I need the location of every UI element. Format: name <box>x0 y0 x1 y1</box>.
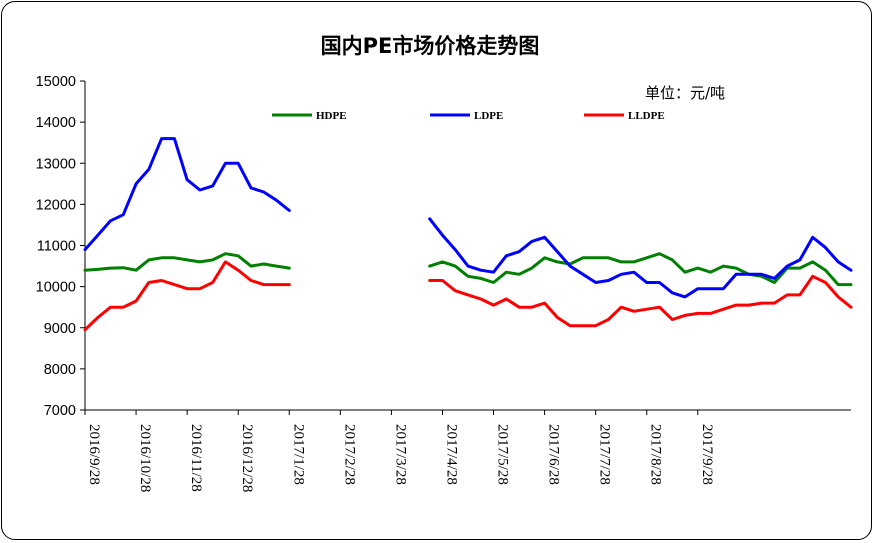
y-tick-label: 9000 <box>44 321 76 337</box>
legend-label-hdpe: HDPE <box>316 110 347 122</box>
x-tick-label: 2017/7/28 <box>597 424 613 485</box>
y-tick-label: 10000 <box>36 280 76 296</box>
y-tick-label: 13000 <box>36 156 76 172</box>
x-tick-label: 2016/12/28 <box>239 424 255 492</box>
x-tick-label: 2017/4/28 <box>443 424 459 485</box>
series-line-lldpe <box>85 262 289 330</box>
line-chart: 国内PE市场价格走势图 单位：元/吨 HDPE LDPE LLDPE 7000 800… <box>0 0 875 543</box>
series-lldpe <box>85 262 851 330</box>
x-tick-label: 2016/9/28 <box>86 424 102 485</box>
y-tick-label: 8000 <box>44 362 76 378</box>
x-tick-label: 2017/8/28 <box>648 424 664 485</box>
series-line-ldpe <box>85 139 289 250</box>
y-tick-label: 12000 <box>36 197 76 213</box>
y-tick-label: 14000 <box>36 115 76 131</box>
legend: HDPE LDPE LLDPE <box>272 110 665 122</box>
series-line-hdpe <box>430 254 851 285</box>
series-ldpe <box>85 139 851 297</box>
x-tick-label: 2016/10/28 <box>137 424 153 492</box>
chart-title: 国内PE市场价格走势图 <box>321 34 540 58</box>
legend-label-ldpe: LDPE <box>474 110 503 122</box>
series-line-hdpe <box>85 254 289 271</box>
x-tick-label: 2017/3/28 <box>392 424 408 485</box>
x-tick-label: 2017/5/28 <box>495 424 511 485</box>
y-tick-label: 7000 <box>44 403 76 419</box>
legend-label-lldpe: LLDPE <box>628 110 665 122</box>
x-tick-label: 2017/6/28 <box>546 424 562 485</box>
x-tick-label: 2016/11/28 <box>188 424 204 492</box>
y-tick-label: 11000 <box>37 239 76 255</box>
x-tick-label: 2017/9/28 <box>699 424 715 485</box>
series-layer <box>85 139 851 330</box>
x-tick-label: 2017/1/28 <box>290 424 306 485</box>
y-tick-label: 15000 <box>36 74 76 90</box>
series-hdpe <box>85 254 851 285</box>
x-tick-label: 2017/2/28 <box>341 424 357 485</box>
unit-label: 单位：元/吨 <box>645 84 725 102</box>
series-line-ldpe <box>430 219 851 297</box>
